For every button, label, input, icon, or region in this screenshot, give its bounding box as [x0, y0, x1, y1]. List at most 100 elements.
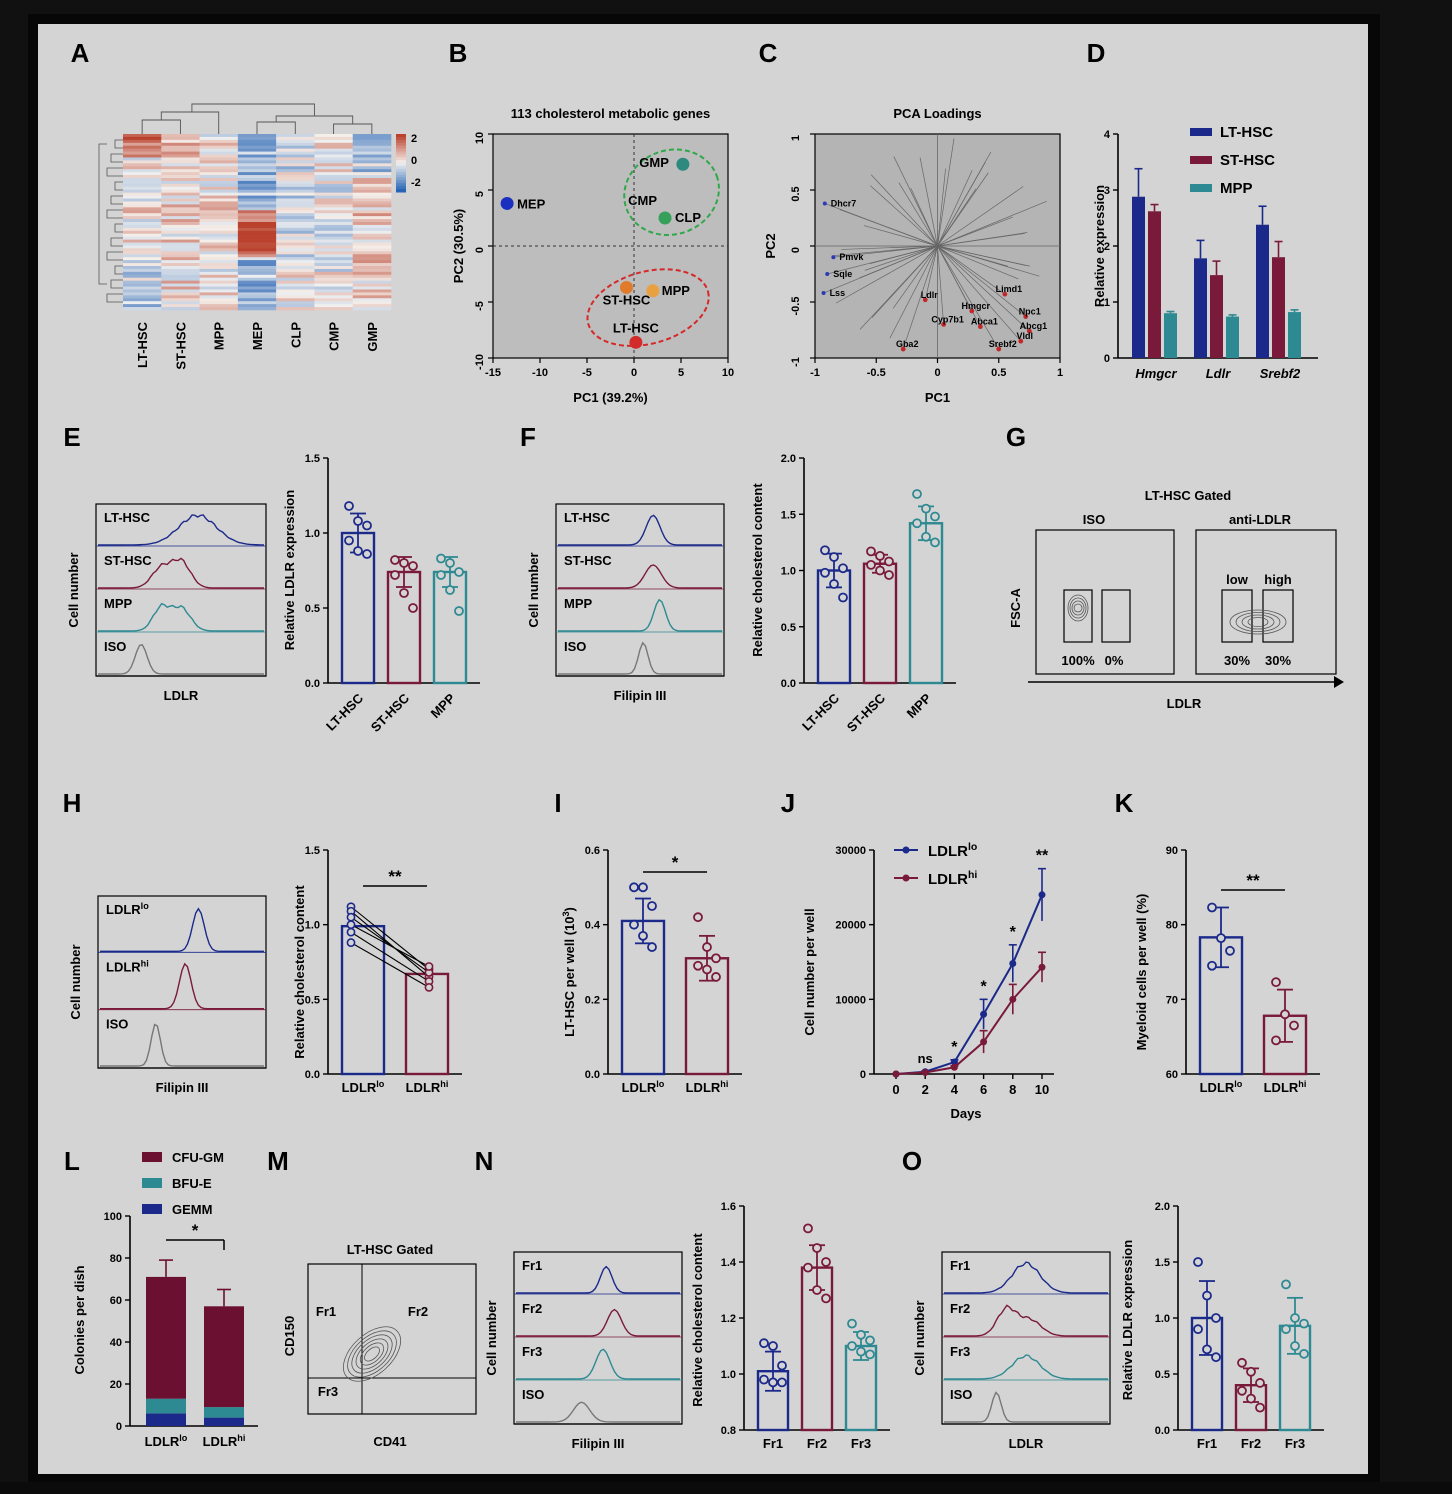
iso-percent: 0%	[1105, 653, 1124, 668]
data-point	[812, 1285, 822, 1295]
loading-ray	[937, 245, 1022, 342]
color-scale-segment	[396, 139, 406, 144]
heatmap-cell	[199, 263, 239, 267]
gate-label: high	[1264, 572, 1291, 587]
heatmap-cell	[352, 169, 392, 173]
heatmap-cell	[199, 283, 239, 287]
heatmap-column-label: CMP	[327, 322, 342, 351]
gene-label: Srebf2	[989, 339, 1017, 349]
pca-point-label: CLP	[675, 210, 701, 225]
y-tick-label: 5	[474, 191, 486, 197]
histogram-curve	[944, 1391, 1108, 1423]
heatmap-cell	[237, 195, 277, 199]
heatmap-cell	[123, 139, 162, 144]
heatmap-cell	[123, 216, 162, 220]
loading-ray	[889, 245, 938, 339]
j-y-tick-label: 0	[860, 1069, 866, 1081]
heatmap-cell	[237, 166, 277, 170]
histogram-label: ISO	[106, 1017, 128, 1032]
loading-ray	[824, 203, 938, 247]
pca-point-label: MEP	[517, 196, 546, 211]
heatmap-cell	[276, 157, 315, 161]
heatmap-cell	[276, 201, 315, 205]
histogram-curve	[944, 1354, 1108, 1380]
heatmap-cell	[237, 304, 277, 308]
heatmap-cell	[314, 277, 354, 281]
legend-label: CFU-GM	[172, 1150, 224, 1165]
histogram-curve	[98, 557, 264, 589]
loading-ray	[937, 245, 1008, 267]
panel-d: 0 1 2 3 4 Hmgcr Ldlr Srebf2 LT-HSC ST-HSC MPP Relat…	[1092, 124, 1318, 381]
contour	[347, 1330, 397, 1378]
data-point	[884, 556, 894, 567]
color-scale-segment	[396, 183, 406, 187]
data-point	[856, 1346, 866, 1357]
heatmap-cell	[161, 271, 200, 276]
data-point	[1193, 1324, 1203, 1335]
heatmap-cell	[314, 216, 354, 220]
heatmap-cell	[123, 219, 162, 223]
heatmap-cell	[161, 266, 200, 270]
cluster-ellipse-green	[623, 148, 720, 236]
heatmap-cell	[161, 172, 200, 176]
color-scale-segment	[396, 148, 406, 152]
heatmap-cell	[199, 222, 239, 226]
histogram-curve	[944, 1261, 1108, 1294]
pca-point-label: CMP	[628, 193, 657, 208]
heatmap-cell	[352, 157, 392, 161]
x-tick-label: 0.5	[991, 367, 1006, 379]
data-point	[1038, 963, 1046, 971]
heatmap-cell	[352, 242, 392, 246]
legend-label: ST-HSC	[1220, 152, 1275, 169]
heatmap-cell	[199, 148, 239, 152]
x-axis-label: Days	[950, 1106, 981, 1121]
loading-ray	[937, 245, 1006, 295]
l-y-tick-label: 20	[110, 1379, 122, 1391]
bar-y-tick-label: 2.0	[781, 453, 796, 465]
data-point	[768, 1341, 778, 1351]
heatmap-cell	[352, 307, 392, 311]
data-point	[1009, 959, 1017, 967]
heatmap-cell	[199, 271, 239, 276]
data-point	[408, 603, 418, 613]
bar	[1272, 257, 1285, 358]
heatmap-cell	[161, 277, 200, 281]
heatmap-cell	[161, 251, 200, 255]
histogram-label: LDLRlo	[106, 901, 149, 917]
heatmap-cell	[161, 204, 200, 208]
heatmap-cell	[161, 222, 200, 226]
panel-l: 0 20 40 60 80 100 LDLRlo LDLRhi * CFU-GM BFU-E GEMM…	[72, 1150, 258, 1449]
heatmap-cell	[123, 268, 162, 273]
heatmap-cell	[199, 142, 239, 147]
heatmap-cell	[161, 301, 200, 305]
heatmap-cell	[352, 136, 392, 141]
histogram-curve	[100, 962, 264, 1010]
bar	[1164, 313, 1177, 358]
data-point	[1271, 977, 1281, 988]
panel-letter-b: B	[449, 38, 468, 68]
category-label: Fr1	[1197, 1436, 1217, 1451]
heatmap-cell	[237, 142, 277, 147]
bar-y-tick-label: 1.0	[1155, 1313, 1170, 1325]
heatmap-cell	[237, 274, 277, 279]
heatmap-cell	[237, 227, 277, 232]
loading-ray	[937, 232, 1028, 247]
histogram-y-label: Cell number	[68, 944, 83, 1019]
loading-point	[1002, 291, 1008, 297]
contour	[1229, 609, 1287, 635]
heatmap-cell	[237, 175, 277, 179]
heatmap-cell	[352, 175, 392, 179]
heatmap-cell	[199, 180, 239, 185]
bar-y-tick-label: 0.0	[305, 1069, 320, 1081]
heatmap-cell	[314, 245, 354, 249]
data-point	[362, 520, 372, 531]
heatmap-cell	[352, 239, 392, 243]
heatmap-cell	[352, 301, 392, 305]
x-axis-label: PC1 (39.2%)	[573, 390, 647, 405]
loading-point	[977, 324, 983, 330]
series-line	[895, 966, 1043, 1075]
heatmap-cell	[237, 134, 277, 138]
legend-marker	[902, 874, 910, 882]
heatmap-cell	[199, 239, 239, 243]
